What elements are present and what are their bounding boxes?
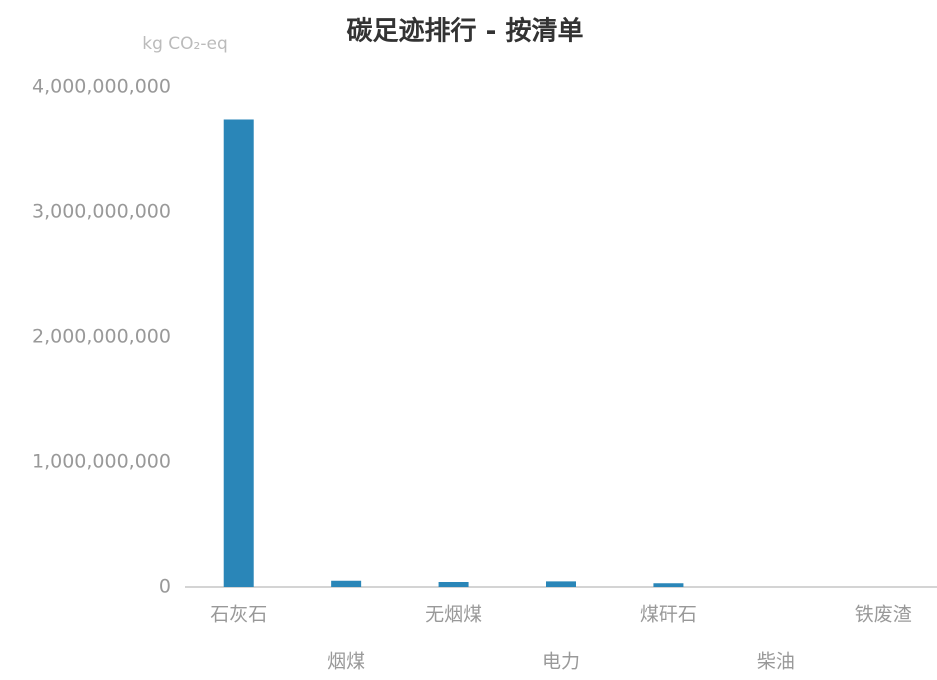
y-tick-label: 4,000,000,000	[32, 76, 171, 98]
bar	[331, 580, 362, 587]
y-tick-label: 1,000,000,000	[32, 451, 171, 473]
bar	[653, 583, 684, 587]
bar	[438, 582, 469, 587]
x-tick-label: 铁废渣	[855, 604, 912, 626]
bar	[223, 119, 254, 587]
y-tick-label: 3,000,000,000	[32, 201, 171, 223]
x-tick-label: 烟煤	[327, 651, 365, 673]
y-tick-label: 0	[159, 576, 171, 598]
y-tick-label: 2,000,000,000	[32, 326, 171, 348]
bar	[546, 581, 576, 587]
x-tick-label: 无烟煤	[425, 604, 482, 626]
x-tick-label: 电力	[542, 651, 580, 673]
x-tick-label: 柴油	[757, 651, 795, 673]
y-axis-label: kg CO₂-eq	[142, 34, 228, 54]
chart-title: 碳足迹排行 - 按清单	[347, 16, 584, 47]
x-tick-label: 石灰石	[210, 604, 267, 626]
x-tick-label: 煤矸石	[640, 604, 697, 626]
